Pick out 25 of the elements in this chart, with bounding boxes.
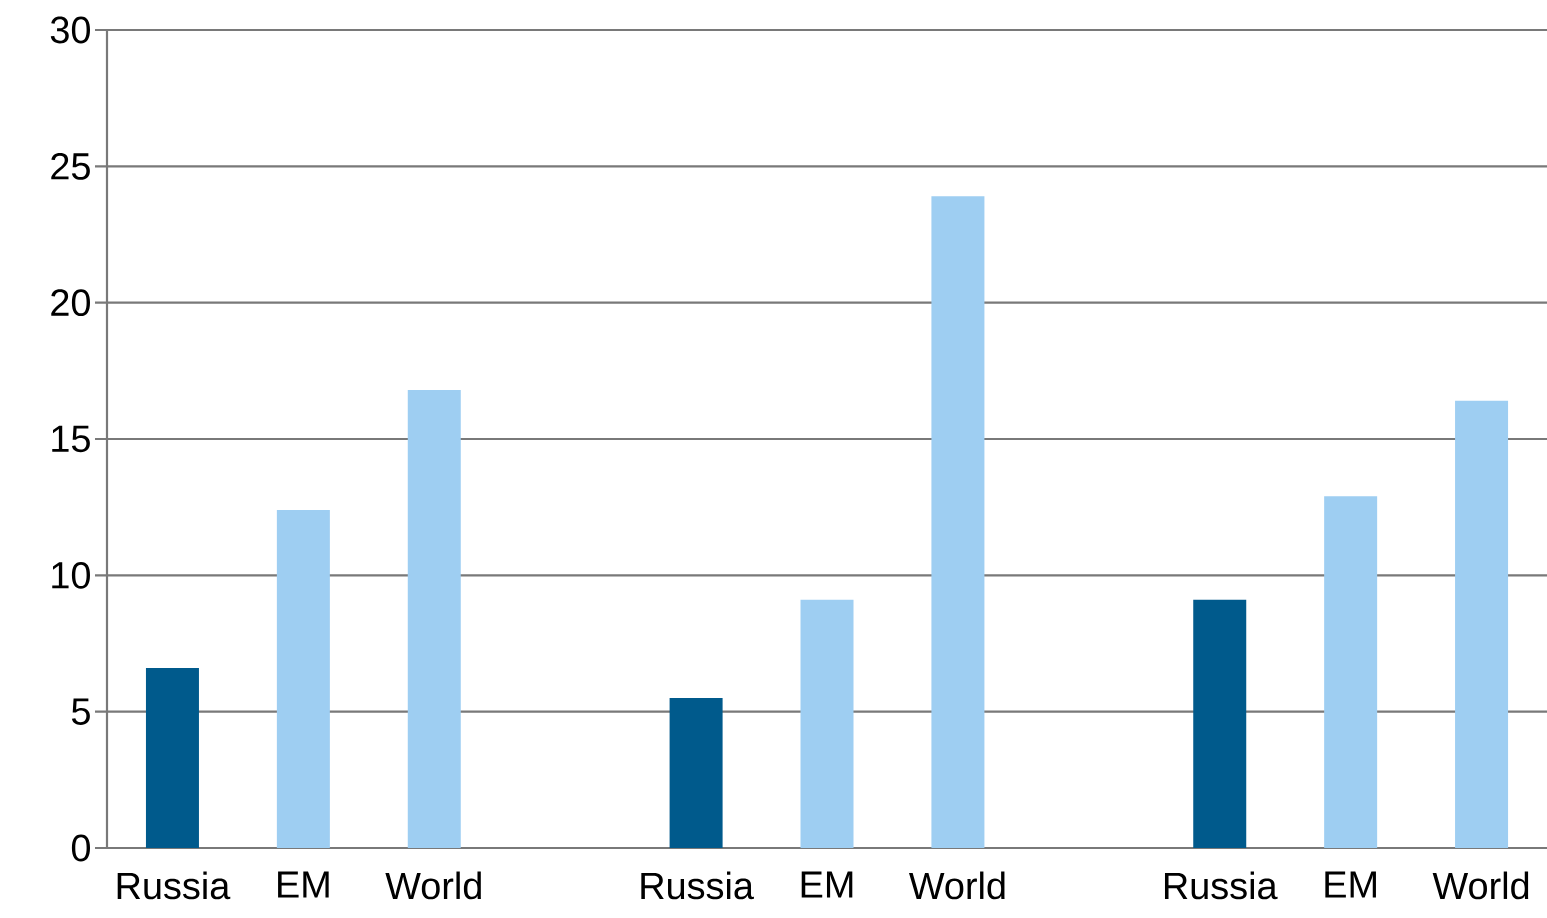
x-tick-label: World [1432,871,1529,900]
bar [1324,496,1378,848]
x-tick-label: EM [801,871,853,898]
bar [407,389,461,848]
y-tick-label: 30 [50,16,90,44]
y-tick-label: 0 [71,834,90,862]
y-tick-label: 10 [52,561,90,589]
bar [145,668,199,848]
y-tick-label: 25 [51,152,90,180]
bar [276,509,330,848]
x-tick-label: Russia [117,871,231,900]
x-tick-label: EM [1325,871,1376,898]
y-tick-label: 5 [71,698,90,725]
x-tick-label: World [909,871,1005,900]
bar [931,196,985,848]
y-tick-label: 15 [52,425,90,453]
y-tick-label: 20 [51,289,90,317]
x-tick-label: Russia [641,871,754,900]
bar [669,698,723,848]
x-tick-label: Russia [1164,871,1278,900]
bar [1455,400,1509,848]
bar [1193,599,1247,848]
x-tick-label: EM [278,871,329,898]
bar [800,599,854,848]
x-tick-label: World [385,871,481,900]
